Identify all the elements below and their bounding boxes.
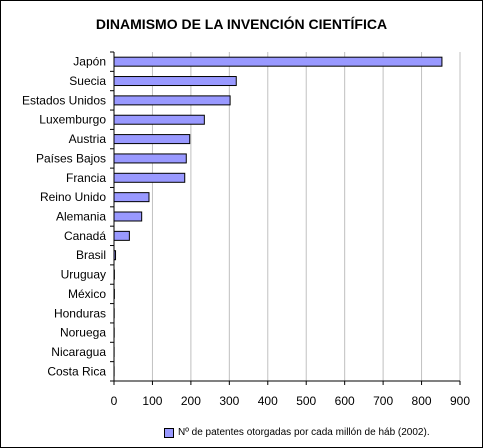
category-label: Japón: [73, 55, 106, 69]
category-label: Canadá: [64, 229, 106, 243]
category-label: Nicaragua: [51, 345, 106, 359]
category-label: Alemania: [56, 210, 106, 224]
x-tick-label: 900: [450, 394, 470, 408]
category-label: Estados Unidos: [22, 93, 106, 107]
category-label: Francia: [66, 171, 106, 185]
x-tick-label: 100: [142, 394, 162, 408]
category-label: Austria: [69, 132, 107, 146]
legend-label: Nº de patentes otorgadas por cada millón…: [178, 427, 430, 438]
bar: [113, 56, 443, 67]
bar: [113, 172, 186, 183]
plot-area: [114, 52, 460, 381]
bar: [113, 230, 130, 241]
x-tick-label: 700: [373, 394, 393, 408]
x-tick-label: 800: [412, 394, 432, 408]
category-label: Suecia: [69, 74, 106, 88]
x-tick-label: 400: [258, 394, 278, 408]
category-label: México: [68, 287, 106, 301]
x-tick-label: 500: [296, 394, 316, 408]
category-label: Uruguay: [61, 268, 106, 282]
bar: [113, 134, 191, 145]
bar: [113, 95, 231, 106]
category-label: Reino Unido: [40, 190, 106, 204]
bar: [113, 192, 150, 203]
bar: [113, 76, 237, 87]
category-label: Luxemburgo: [39, 113, 106, 127]
x-tick-label: 0: [111, 394, 118, 408]
legend: Nº de patentes otorgadas por cada millón…: [164, 427, 430, 438]
category-label: Honduras: [54, 306, 106, 320]
x-tick-label: 600: [335, 394, 355, 408]
category-label: Brasil: [76, 248, 106, 262]
x-tick-label: 300: [219, 394, 239, 408]
category-label: Noruega: [60, 326, 106, 340]
chart-title: DINAMISMO DE LA INVENCIÓN CIENTÍFICA: [95, 16, 388, 32]
bar: [113, 211, 143, 222]
category-label: Costa Rica: [47, 364, 106, 378]
legend-swatch: [164, 427, 174, 438]
category-label: Países Bajos: [36, 151, 106, 165]
x-tick-label: 200: [181, 394, 201, 408]
bar: [113, 153, 187, 164]
bar: [113, 114, 205, 125]
bar: [113, 250, 117, 261]
